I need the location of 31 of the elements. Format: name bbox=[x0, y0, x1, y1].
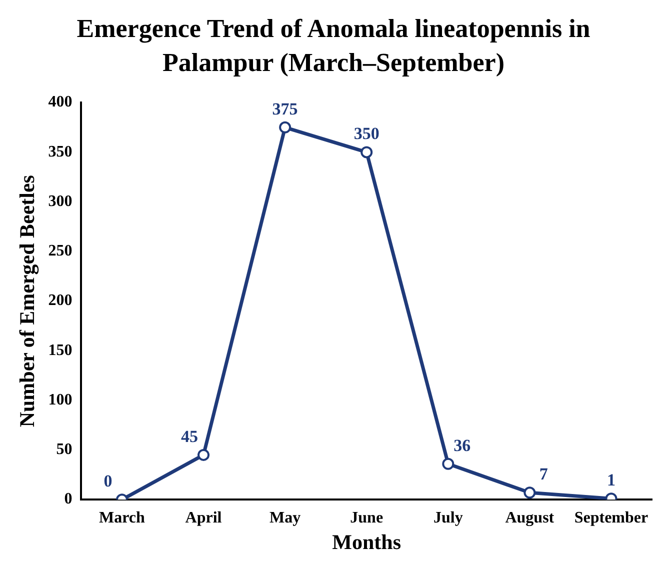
y-tick-label: 400 bbox=[48, 94, 72, 111]
point bbox=[524, 486, 536, 499]
y-tick-label: 0 bbox=[64, 490, 72, 508]
y-tick-label: 250 bbox=[48, 242, 72, 260]
point bbox=[279, 121, 292, 134]
x-tick-label: July bbox=[433, 509, 463, 526]
data-label: 0 bbox=[104, 471, 112, 490]
x-axis-title: Months bbox=[332, 530, 402, 554]
data-label: 7 bbox=[539, 464, 548, 484]
x-tick-label: May bbox=[270, 509, 301, 526]
data-label: 375 bbox=[272, 99, 298, 118]
point bbox=[360, 146, 373, 158]
point bbox=[442, 458, 454, 470]
data-label: 350 bbox=[354, 124, 380, 144]
point bbox=[198, 448, 210, 461]
y-tick-label: 350 bbox=[48, 143, 72, 160]
y-tick-label: 50 bbox=[56, 441, 72, 458]
x-tick-label: April bbox=[185, 509, 222, 526]
x-tick-label: June bbox=[350, 509, 384, 526]
y-tick-label: 100 bbox=[48, 391, 72, 408]
chart-title: Emergence Trend of Anomala lineatopennis in Palampur (March–September) bbox=[76, 13, 592, 79]
data-label: 45 bbox=[181, 426, 198, 446]
y-tick-label: 200 bbox=[48, 292, 72, 310]
y-tick-label: 150 bbox=[48, 342, 72, 359]
x-tick-label: September bbox=[574, 509, 648, 526]
x-tick-label: August bbox=[505, 509, 555, 526]
y-axis-title: Number of Emerged Beetles bbox=[15, 175, 40, 428]
x-tick-label: March bbox=[99, 509, 146, 526]
data-label: 1 bbox=[606, 470, 616, 490]
y-tick-label: 300 bbox=[48, 192, 72, 210]
data-label: 36 bbox=[454, 436, 471, 455]
